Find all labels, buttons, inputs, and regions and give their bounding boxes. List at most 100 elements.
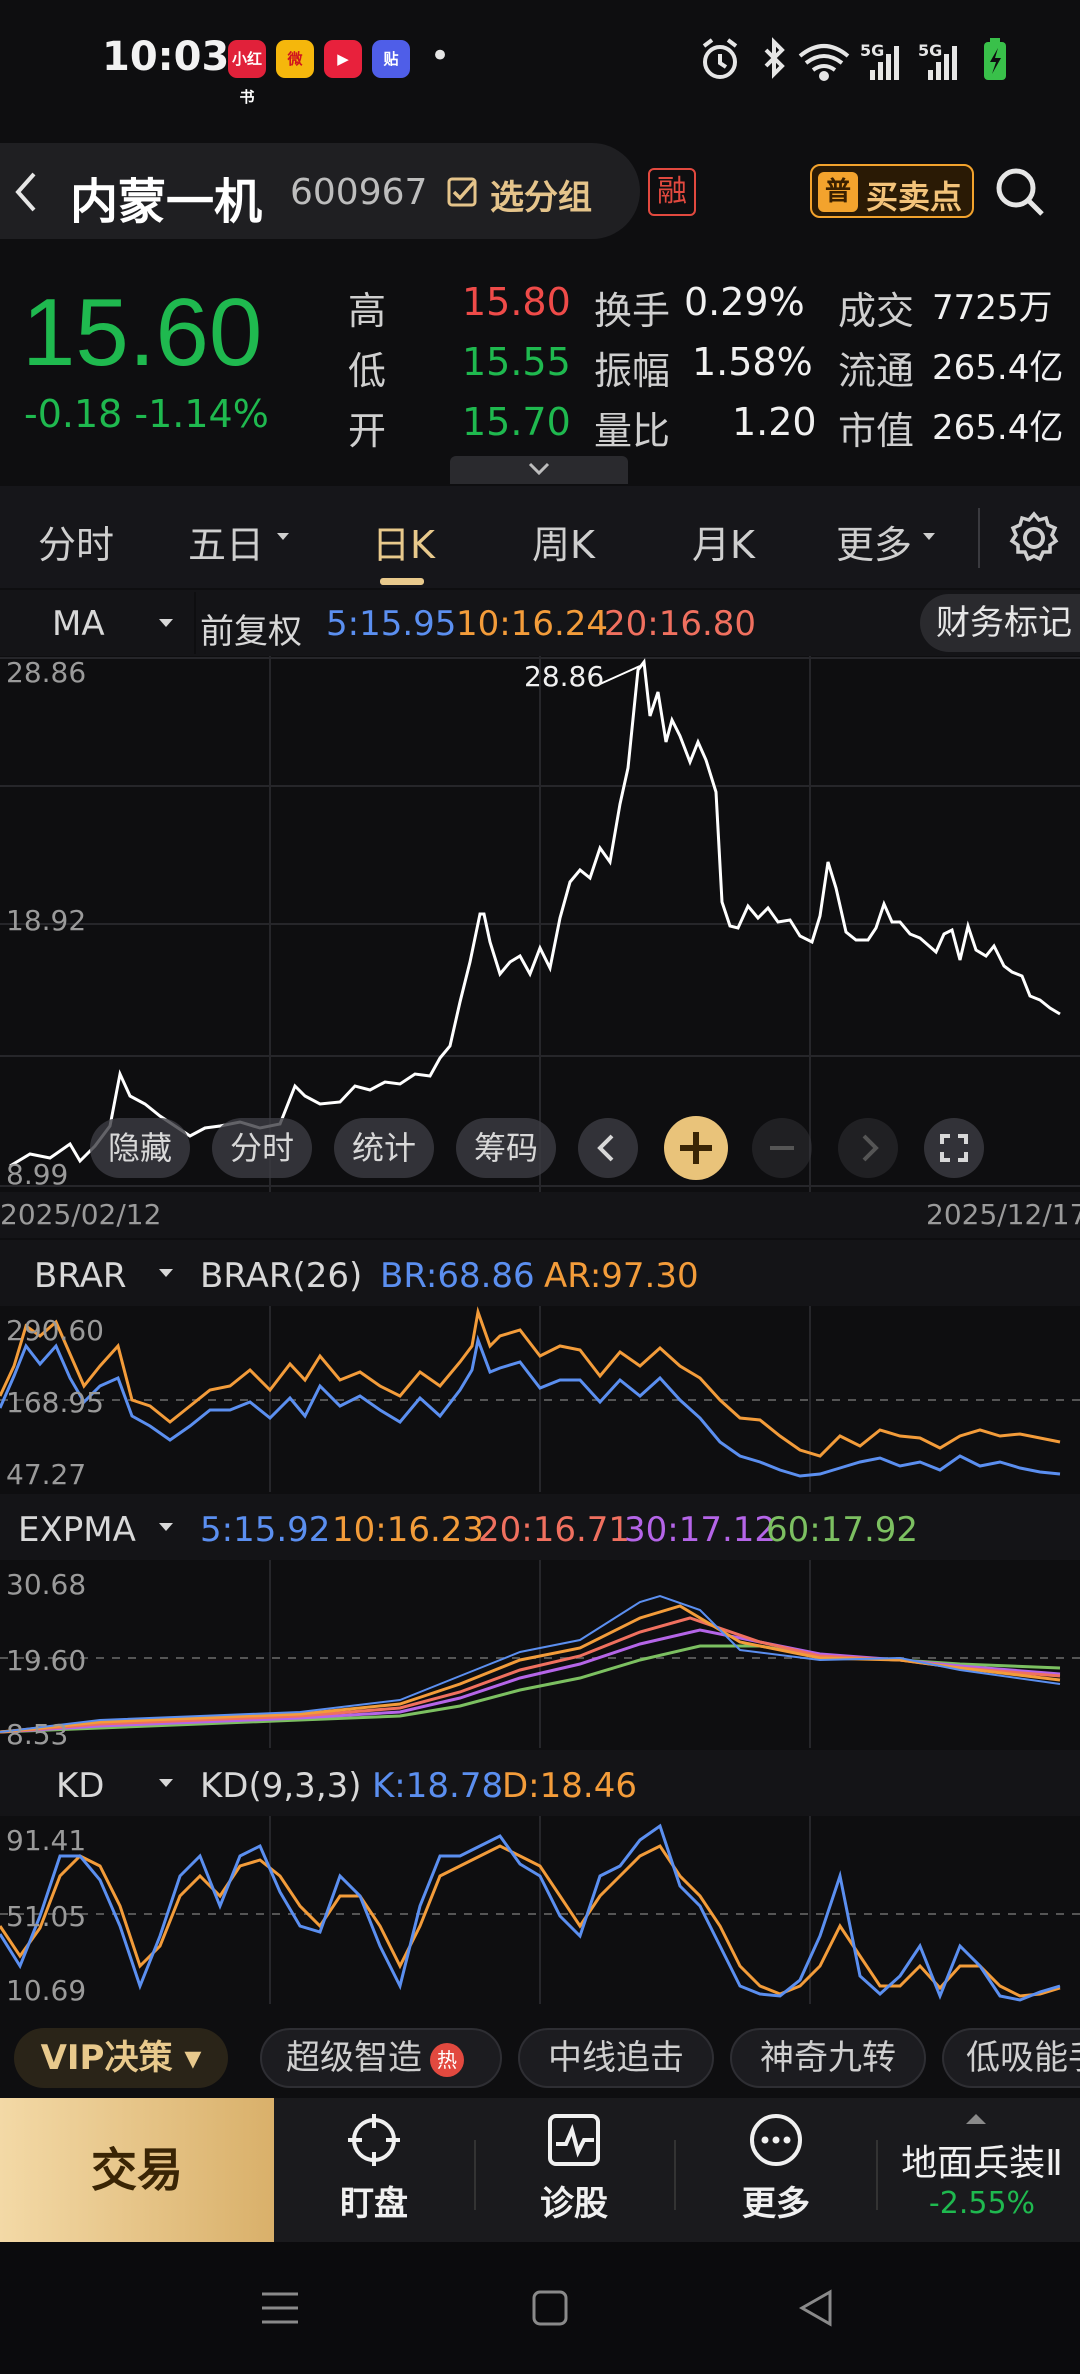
hide-button[interactable]: 隐藏 — [90, 1118, 190, 1178]
fullscreen-icon — [940, 1134, 968, 1162]
network-type-2: 5G — [918, 41, 942, 60]
battery-icon — [984, 38, 1006, 80]
chip-super-manufacture[interactable]: 超级智造热 — [260, 2028, 502, 2088]
financial-marker-button[interactable]: 财务标记 — [920, 594, 1080, 652]
prev-button[interactable] — [578, 1118, 638, 1178]
volume-ratio-value: 1.20 — [732, 400, 817, 444]
brar-chart[interactable]: 290.60 168.95 47.27 — [0, 1306, 1080, 1492]
ma20-value: 20:16.80 — [604, 604, 757, 644]
zoom-out-button[interactable] — [752, 1118, 812, 1178]
expma-bar — [0, 1494, 1080, 1560]
fullscreen-button[interactable] — [924, 1118, 984, 1178]
tab-monthly-k[interactable]: 月K — [692, 523, 755, 567]
ar-value: AR:97.30 — [544, 1256, 699, 1296]
price-line — [9, 658, 1061, 1168]
sector-name[interactable]: 地面兵装Ⅱ — [901, 2143, 1063, 2184]
plus-icon — [680, 1132, 712, 1164]
select-group-button[interactable]: 选分组 — [490, 178, 592, 218]
tab-daily-k[interactable]: 日K — [372, 523, 435, 567]
divider — [474, 2140, 476, 2210]
expma30-value: 30:17.12 — [624, 1510, 777, 1550]
kd-ymid: 51.05 — [6, 1900, 86, 1933]
hot-badge: 热 — [430, 2042, 464, 2077]
expma-chart[interactable]: 30.68 19.60 8.53 — [0, 1560, 1080, 1748]
tieba-icon: 贴 — [372, 40, 410, 78]
kd-bar — [0, 1750, 1080, 1816]
wifi-icon — [798, 44, 850, 81]
low-label: 低 — [348, 349, 387, 393]
home-square-icon[interactable] — [528, 2286, 572, 2330]
chip-dip-buyer[interactable]: 低吸能手 — [942, 2028, 1080, 2088]
caret-down-icon — [277, 533, 289, 540]
expma10-value: 10:16.23 — [332, 1510, 485, 1550]
expma60-value: 60:17.92 — [766, 1510, 919, 1550]
caret-down-icon — [159, 1523, 173, 1531]
date-start: 2025/02/12 — [0, 1198, 162, 1231]
nav-label: 更多 — [742, 2184, 810, 2224]
k-line — [0, 1823, 1061, 2002]
k-value: K:18.78 — [372, 1766, 504, 1806]
expma5-value: 5:15.92 — [200, 1510, 331, 1550]
tab-five-day[interactable]: 五日 — [188, 523, 265, 567]
margin-badge[interactable]: 融 — [648, 168, 696, 216]
expma-selector[interactable]: EXPMA — [18, 1510, 136, 1550]
back-icon[interactable] — [12, 170, 42, 214]
brar-selector[interactable]: BRAR — [34, 1256, 127, 1296]
volume-value: 7725万 — [932, 288, 1053, 328]
nav-watch[interactable]: 盯盘 — [314, 2112, 434, 2225]
weibo-icon: 微 — [276, 40, 314, 78]
buy-sell-points-button[interactable]: 普 买卖点 — [810, 164, 974, 218]
br-line — [0, 1334, 1061, 1478]
volume-ratio-label: 量比 — [594, 409, 671, 453]
gear-icon[interactable] — [1006, 510, 1062, 566]
menu-icon[interactable] — [258, 2286, 302, 2330]
caret-down-icon — [159, 1269, 173, 1277]
divider — [876, 2140, 878, 2210]
adjust-type[interactable]: 前复权 — [200, 612, 302, 652]
caret-down-icon — [159, 619, 173, 627]
bluetooth-icon — [764, 37, 785, 79]
back-triangle-icon[interactable] — [794, 2286, 838, 2330]
nav-label: 诊股 — [540, 2184, 608, 2224]
alarm-icon — [702, 38, 738, 79]
network-type-1: 5G — [860, 41, 884, 60]
buysell-label: 买卖点 — [866, 178, 963, 216]
intraday-button[interactable]: 分时 — [212, 1118, 312, 1178]
expand-quote-handle[interactable] — [450, 456, 628, 484]
more-notifications-dot: • — [430, 36, 451, 76]
search-icon[interactable] — [992, 164, 1048, 220]
kd-selector[interactable]: KD — [56, 1766, 105, 1806]
stock-code: 600967 — [290, 172, 428, 213]
chips-button[interactable]: 筹码 — [456, 1118, 556, 1178]
trade-button[interactable]: 交易 — [0, 2098, 274, 2242]
tab-weekly-k[interactable]: 周K — [532, 523, 595, 567]
nav-more[interactable]: 更多 — [716, 2112, 836, 2225]
sector-change: -2.55% — [928, 2186, 1036, 2221]
period-tabs — [0, 486, 1080, 588]
expma-ymax: 30.68 — [6, 1568, 86, 1601]
d-line — [0, 1844, 1061, 1998]
divider — [674, 2140, 676, 2210]
stock-name[interactable]: 内蒙一机 — [70, 174, 263, 230]
stats-button[interactable]: 统计 — [334, 1118, 434, 1178]
zoom-in-button[interactable] — [664, 1116, 728, 1180]
y-mid-label: 18.92 — [6, 904, 86, 937]
brar-ymax: 290.60 — [6, 1314, 104, 1347]
price-chart[interactable]: 28.86 28.86 18.92 8.99 — [0, 656, 1080, 1192]
kd-name: KD(9,3,3) — [200, 1766, 362, 1806]
chip-nine-turns[interactable]: 神奇九转 — [730, 2028, 926, 2088]
current-price: 15.60 — [22, 279, 263, 386]
crosshair-icon — [348, 2114, 400, 2166]
amplitude-value: 1.58% — [692, 340, 813, 384]
vip-decision-button[interactable]: VIP决策 ▾ — [14, 2028, 228, 2088]
ma-selector[interactable]: MA — [52, 604, 105, 644]
y-min-label: 8.99 — [6, 1158, 68, 1191]
tab-more[interactable]: 更多 — [836, 523, 913, 567]
nav-diagnose[interactable]: 诊股 — [514, 2112, 634, 2225]
kd-chart[interactable]: 91.41 51.05 10.69 — [0, 1816, 1080, 2004]
tab-intraday[interactable]: 分时 — [38, 523, 115, 567]
next-button[interactable] — [838, 1118, 898, 1178]
chip-mid-line[interactable]: 中线追击 — [518, 2028, 714, 2088]
brar-ymid: 168.95 — [6, 1386, 104, 1419]
expma-ymid: 19.60 — [6, 1644, 86, 1677]
